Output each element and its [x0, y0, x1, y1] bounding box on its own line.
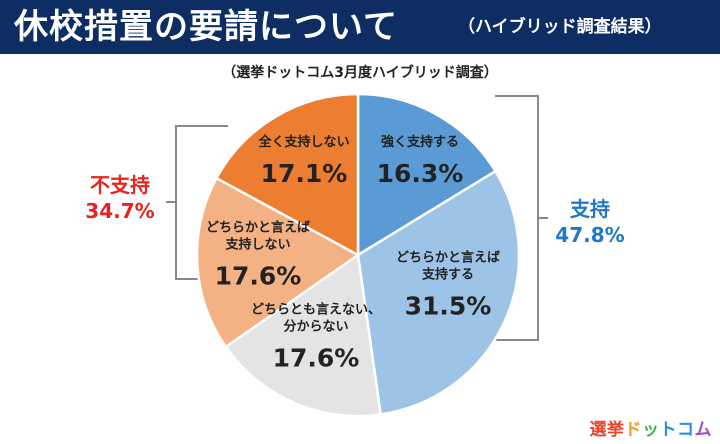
- slice-value-label: 17.6%: [273, 344, 360, 373]
- brand-letter: 挙: [607, 420, 625, 440]
- slice-value-label: 17.1%: [261, 159, 348, 188]
- support-group-value: 47.8%: [555, 223, 624, 247]
- slice-label: どちらかと言えば: [206, 220, 310, 236]
- slice-value-label: 16.3%: [377, 159, 464, 188]
- brand-letter: ム: [694, 420, 712, 440]
- oppose-group-label: 不支持: [90, 173, 150, 197]
- pie-slice: [356, 169, 521, 416]
- slice-value-label: 31.5%: [405, 292, 492, 321]
- brand-letter: ト: [659, 420, 677, 440]
- slice-label: 全く支持しない: [257, 134, 349, 150]
- source-note: （選挙ドットコム3月度ハイブリッド調査）: [222, 65, 498, 81]
- slice-value-label: 17.6%: [215, 262, 302, 291]
- title-banner: 休校措置の要請について （ハイブリッド調査結果）: [0, 0, 720, 54]
- pie-labels: 強く支持する16.3%どちらかと言えば支持する31.5%どちらとも言えない、分か…: [206, 134, 500, 373]
- pie-slice: [214, 92, 360, 258]
- slice-label: どちらとも言えない、: [251, 302, 381, 318]
- brand-letter: ド: [624, 420, 642, 440]
- pie-slices: [195, 92, 521, 418]
- brand-letter: ッ: [642, 420, 660, 440]
- brand-letter: 選: [589, 420, 607, 440]
- slice-label: どちらかと言えば: [396, 250, 500, 266]
- page-subtitle: （ハイブリッド調査結果）: [458, 17, 662, 37]
- pie-slice: [224, 252, 383, 418]
- slice-label: 支持する: [421, 267, 474, 283]
- slice-label: 支持しない: [224, 237, 290, 253]
- support-group-label: 支持: [570, 197, 610, 221]
- page-title: 休校措置の要請について: [14, 7, 398, 47]
- pie-slice: [195, 176, 361, 349]
- oppose-group-value: 34.7%: [85, 199, 154, 223]
- brand-logo: 選挙ドットコム: [590, 415, 713, 440]
- pie-slice: [356, 92, 498, 258]
- slice-label: 強く支持する: [381, 134, 459, 150]
- slice-label: 分からない: [283, 319, 348, 335]
- brand-letter: コ: [677, 420, 695, 440]
